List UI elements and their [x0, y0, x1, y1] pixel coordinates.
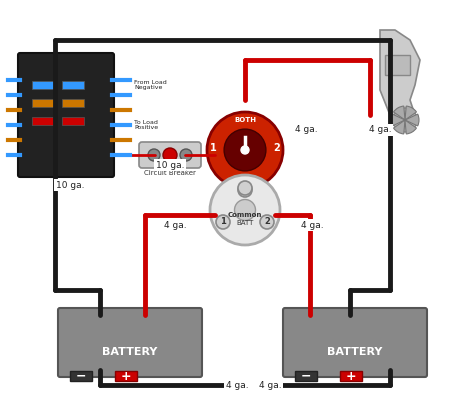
- Text: Circuit Breaker: Circuit Breaker: [144, 170, 196, 176]
- Bar: [70, 371, 92, 381]
- Circle shape: [241, 146, 249, 154]
- Circle shape: [207, 112, 283, 188]
- Text: 4 ga.: 4 ga.: [301, 220, 323, 230]
- Bar: [340, 371, 362, 381]
- Circle shape: [224, 129, 266, 171]
- Circle shape: [210, 175, 280, 245]
- Text: +: +: [121, 369, 131, 382]
- FancyBboxPatch shape: [58, 308, 202, 377]
- Wedge shape: [405, 120, 417, 134]
- Text: 4 ga.: 4 ga.: [295, 126, 317, 134]
- Circle shape: [216, 215, 230, 229]
- Text: 4 ga.: 4 ga.: [164, 220, 186, 230]
- Text: To Load
Positive: To Load Positive: [134, 119, 158, 130]
- Wedge shape: [405, 106, 417, 120]
- Text: From Load
Negative: From Load Negative: [134, 80, 167, 90]
- Bar: [295, 371, 317, 381]
- Text: BATT: BATT: [237, 220, 254, 226]
- Text: −: −: [76, 369, 86, 382]
- FancyBboxPatch shape: [283, 308, 427, 377]
- Text: 10 ga.: 10 ga.: [56, 181, 84, 190]
- Text: BATTERY: BATTERY: [328, 347, 383, 357]
- Circle shape: [238, 183, 252, 197]
- Text: 2: 2: [264, 217, 270, 226]
- Text: 1: 1: [210, 143, 216, 153]
- Text: 4 ga.: 4 ga.: [226, 381, 248, 390]
- Text: −: −: [301, 369, 311, 382]
- Text: BOTH: BOTH: [234, 117, 256, 123]
- Bar: [115, 371, 137, 381]
- Circle shape: [235, 200, 255, 220]
- Text: 10 ga.: 10 ga.: [156, 160, 184, 170]
- Bar: [62, 81, 84, 89]
- Text: 1: 1: [220, 217, 226, 226]
- Bar: [32, 117, 54, 125]
- Bar: [62, 99, 84, 107]
- Circle shape: [148, 149, 160, 161]
- Wedge shape: [405, 114, 419, 126]
- Wedge shape: [391, 114, 405, 126]
- Circle shape: [163, 148, 177, 162]
- FancyBboxPatch shape: [139, 142, 201, 168]
- Text: 4 ga.: 4 ga.: [259, 381, 281, 390]
- Text: 4 ga.: 4 ga.: [369, 126, 392, 134]
- Bar: [32, 81, 54, 89]
- Text: Common: Common: [228, 212, 262, 218]
- Bar: [385, 55, 410, 75]
- FancyBboxPatch shape: [18, 53, 114, 177]
- Text: 2: 2: [273, 143, 281, 153]
- Wedge shape: [393, 106, 405, 120]
- Wedge shape: [393, 120, 405, 134]
- Text: BATTERY: BATTERY: [102, 347, 158, 357]
- Polygon shape: [380, 30, 420, 125]
- Circle shape: [238, 181, 252, 195]
- Bar: [62, 117, 84, 125]
- Circle shape: [393, 108, 417, 132]
- Circle shape: [260, 215, 274, 229]
- Bar: [32, 99, 54, 107]
- Text: +: +: [346, 369, 356, 382]
- Circle shape: [180, 149, 192, 161]
